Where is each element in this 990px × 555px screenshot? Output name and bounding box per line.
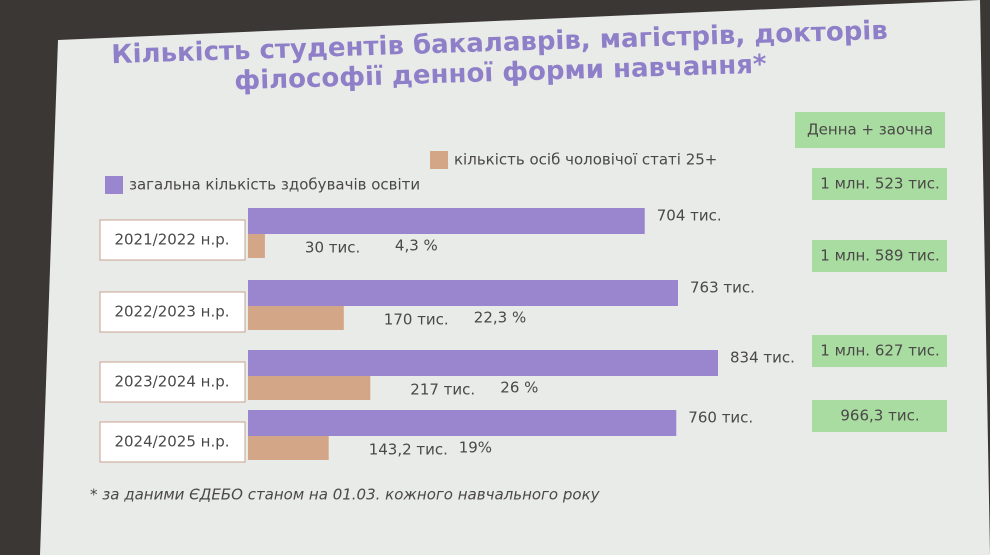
- value-label: 834 тис.: [730, 349, 795, 367]
- combined-label: 1 млн. 523 тис.: [820, 175, 939, 193]
- share-label: 19%: [459, 439, 492, 457]
- legend-swatch: [430, 151, 448, 169]
- value-label: 763 тис.: [690, 279, 755, 297]
- value-label: 143,2 тис.: [369, 441, 448, 459]
- category-label: 2024/2025 н.р.: [114, 433, 229, 451]
- combined-box: [812, 168, 947, 200]
- value-label: 217 тис.: [410, 381, 475, 399]
- category-box: [99, 421, 246, 463]
- share-label: 26 %: [500, 379, 538, 397]
- share-label: 22,3 %: [474, 309, 526, 327]
- bar: [248, 350, 718, 376]
- bar: [248, 436, 329, 460]
- combined-label: 1 млн. 589 тис.: [820, 247, 939, 265]
- category-box: [99, 219, 246, 261]
- bar: [248, 306, 344, 330]
- bar: [248, 376, 371, 400]
- bar: [248, 410, 677, 436]
- legend-label: загальна кількість здобувачів освіти: [129, 176, 420, 194]
- value-label: 30 тис.: [305, 239, 360, 257]
- legend-label: кількість осіб чоловічої статі 25+: [454, 151, 717, 169]
- combined-box: [812, 400, 947, 432]
- bar: [248, 234, 265, 258]
- value-label: 704 тис.: [657, 207, 722, 225]
- combined-label: 966,3 тис.: [840, 407, 919, 425]
- category-box: [99, 291, 246, 333]
- bar: [248, 208, 645, 234]
- combined-box: [795, 112, 945, 148]
- category-label: 2021/2022 н.р.: [114, 231, 229, 249]
- category-label: 2022/2023 н.р.: [114, 303, 229, 321]
- combined-title: Денна + заочна: [807, 121, 933, 139]
- share-label: 4,3 %: [395, 237, 438, 255]
- combined-box: [812, 335, 947, 367]
- category-label: 2023/2024 н.р.: [114, 373, 229, 391]
- bar: [248, 280, 678, 306]
- value-label: 170 тис.: [384, 311, 449, 329]
- note: * за даними ЄДЕБО станом на 01.03. кожно…: [90, 486, 601, 504]
- combined-box: [812, 240, 947, 272]
- value-label: 760 тис.: [688, 409, 753, 427]
- combined-label: 1 млн. 627 тис.: [820, 342, 939, 360]
- category-box: [99, 361, 246, 403]
- legend-swatch: [105, 176, 123, 194]
